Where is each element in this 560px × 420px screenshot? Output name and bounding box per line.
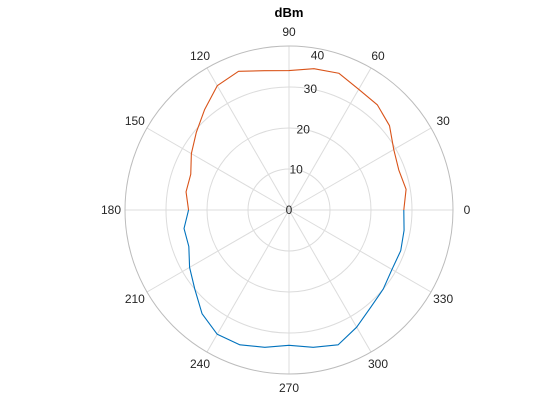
theta-tick-label-30: 30 (436, 114, 450, 128)
series-line-2 (185, 68, 407, 211)
r-tick-label-40: 40 (311, 48, 325, 62)
theta-tick-label-90: 90 (282, 25, 296, 39)
r-tick-label-10: 10 (289, 163, 303, 177)
polar-grid (124, 45, 454, 375)
chart-title: dBm (275, 5, 304, 20)
theta-tick-label-330: 330 (433, 292, 453, 306)
grid-circle-10 (247, 168, 331, 252)
series-layer (183, 68, 407, 348)
grid-circle-30 (165, 86, 413, 334)
grid-circle-20 (206, 127, 372, 293)
series-line-1 (183, 209, 405, 348)
theta-tick-label-240: 240 (190, 357, 210, 371)
r-tick-label-0: 0 (286, 203, 293, 217)
tick-labels: 0 30 60 90 120 150 180 210 240 270 300 330 0 10 20 30 40 (101, 25, 471, 395)
theta-tick-label-0: 0 (464, 203, 471, 217)
theta-tick-label-120: 120 (190, 49, 210, 63)
theta-tick-label-270: 270 (279, 381, 299, 395)
r-tick-label-30: 30 (304, 82, 318, 96)
theta-tick-label-210: 210 (125, 292, 145, 306)
theta-tick-label-60: 60 (371, 49, 385, 63)
theta-tick-label-180: 180 (101, 203, 121, 217)
r-tick-label-20: 20 (297, 122, 311, 136)
theta-tick-label-150: 150 (125, 114, 145, 128)
outer-circle (124, 45, 454, 375)
theta-tick-label-300: 300 (368, 357, 388, 371)
